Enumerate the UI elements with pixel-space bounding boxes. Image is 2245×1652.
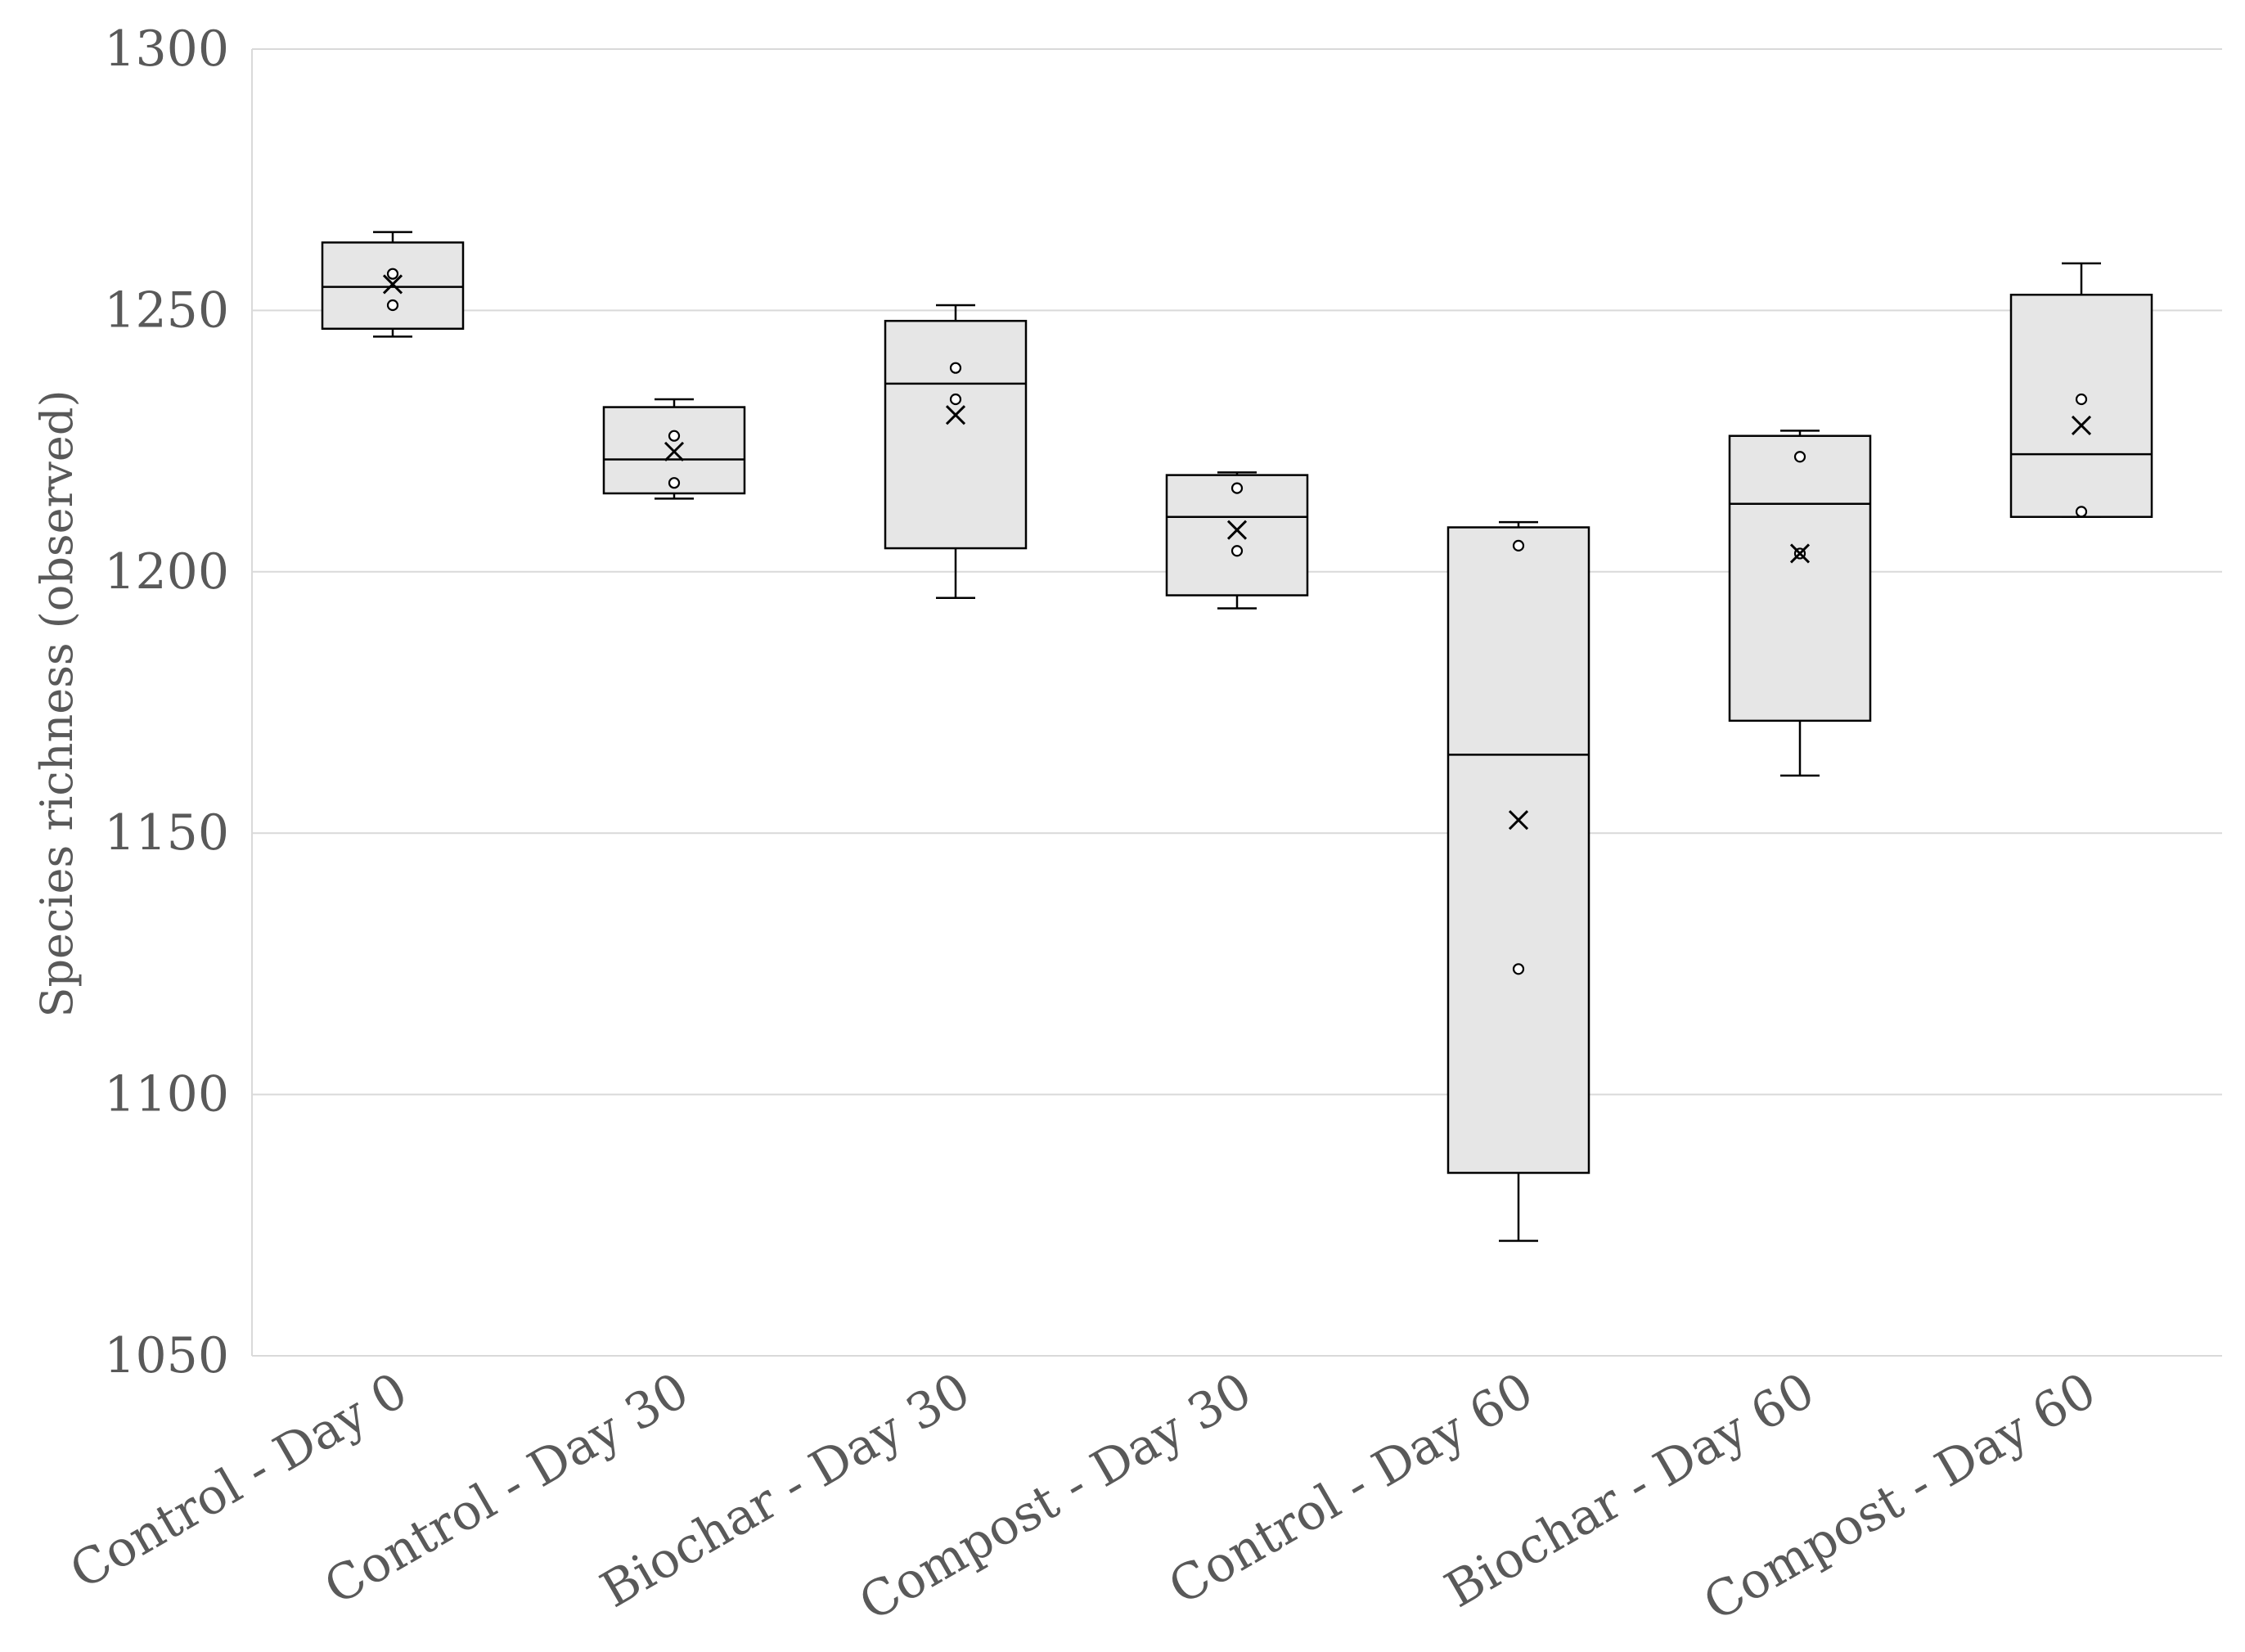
box-group bbox=[884, 304, 1028, 599]
y-tick-label: 1250 bbox=[104, 281, 229, 339]
y-axis-title: Species richness (observed) bbox=[31, 389, 83, 1017]
box-series bbox=[321, 231, 2153, 1242]
y-axis: 1050 1100 1150 1200 1250 1300 bbox=[104, 20, 253, 1384]
mean-marker bbox=[1508, 810, 1529, 831]
data-point bbox=[949, 362, 962, 374]
data-point bbox=[668, 477, 681, 489]
mean-marker bbox=[2071, 415, 2092, 435]
y-tick-label: 1100 bbox=[104, 1066, 229, 1123]
box-iqr bbox=[1165, 474, 1309, 596]
data-point bbox=[1512, 539, 1525, 551]
box-group bbox=[321, 231, 465, 338]
data-point bbox=[1230, 545, 1244, 557]
mean-marker bbox=[1789, 543, 1811, 564]
y-tick-label: 1050 bbox=[104, 1327, 229, 1384]
y-tick-label: 1300 bbox=[104, 20, 229, 78]
box-group bbox=[1446, 520, 1590, 1242]
data-point bbox=[668, 430, 681, 442]
data-point bbox=[2075, 506, 2088, 518]
data-point bbox=[2075, 393, 2088, 406]
mean-marker bbox=[382, 274, 403, 295]
box-iqr bbox=[884, 319, 1028, 550]
data-point bbox=[1230, 482, 1244, 494]
data-point bbox=[1512, 963, 1525, 975]
mean-marker bbox=[664, 441, 685, 461]
box-iqr bbox=[1728, 434, 1872, 722]
data-point bbox=[1793, 451, 1806, 463]
box-group bbox=[1728, 430, 1872, 777]
data-point bbox=[949, 393, 962, 406]
data-point bbox=[386, 268, 399, 280]
y-tick-label: 1200 bbox=[104, 543, 229, 601]
box-group bbox=[1165, 471, 1309, 610]
y-tick-label: 1150 bbox=[104, 804, 229, 862]
box-group bbox=[2009, 262, 2153, 518]
box-iqr bbox=[2009, 293, 2153, 518]
box-iqr bbox=[1446, 526, 1590, 1174]
box-group bbox=[602, 398, 746, 500]
mean-marker bbox=[945, 405, 966, 425]
mean-marker bbox=[1226, 520, 1248, 540]
data-point bbox=[386, 299, 399, 312]
gridlines bbox=[252, 48, 2222, 1357]
